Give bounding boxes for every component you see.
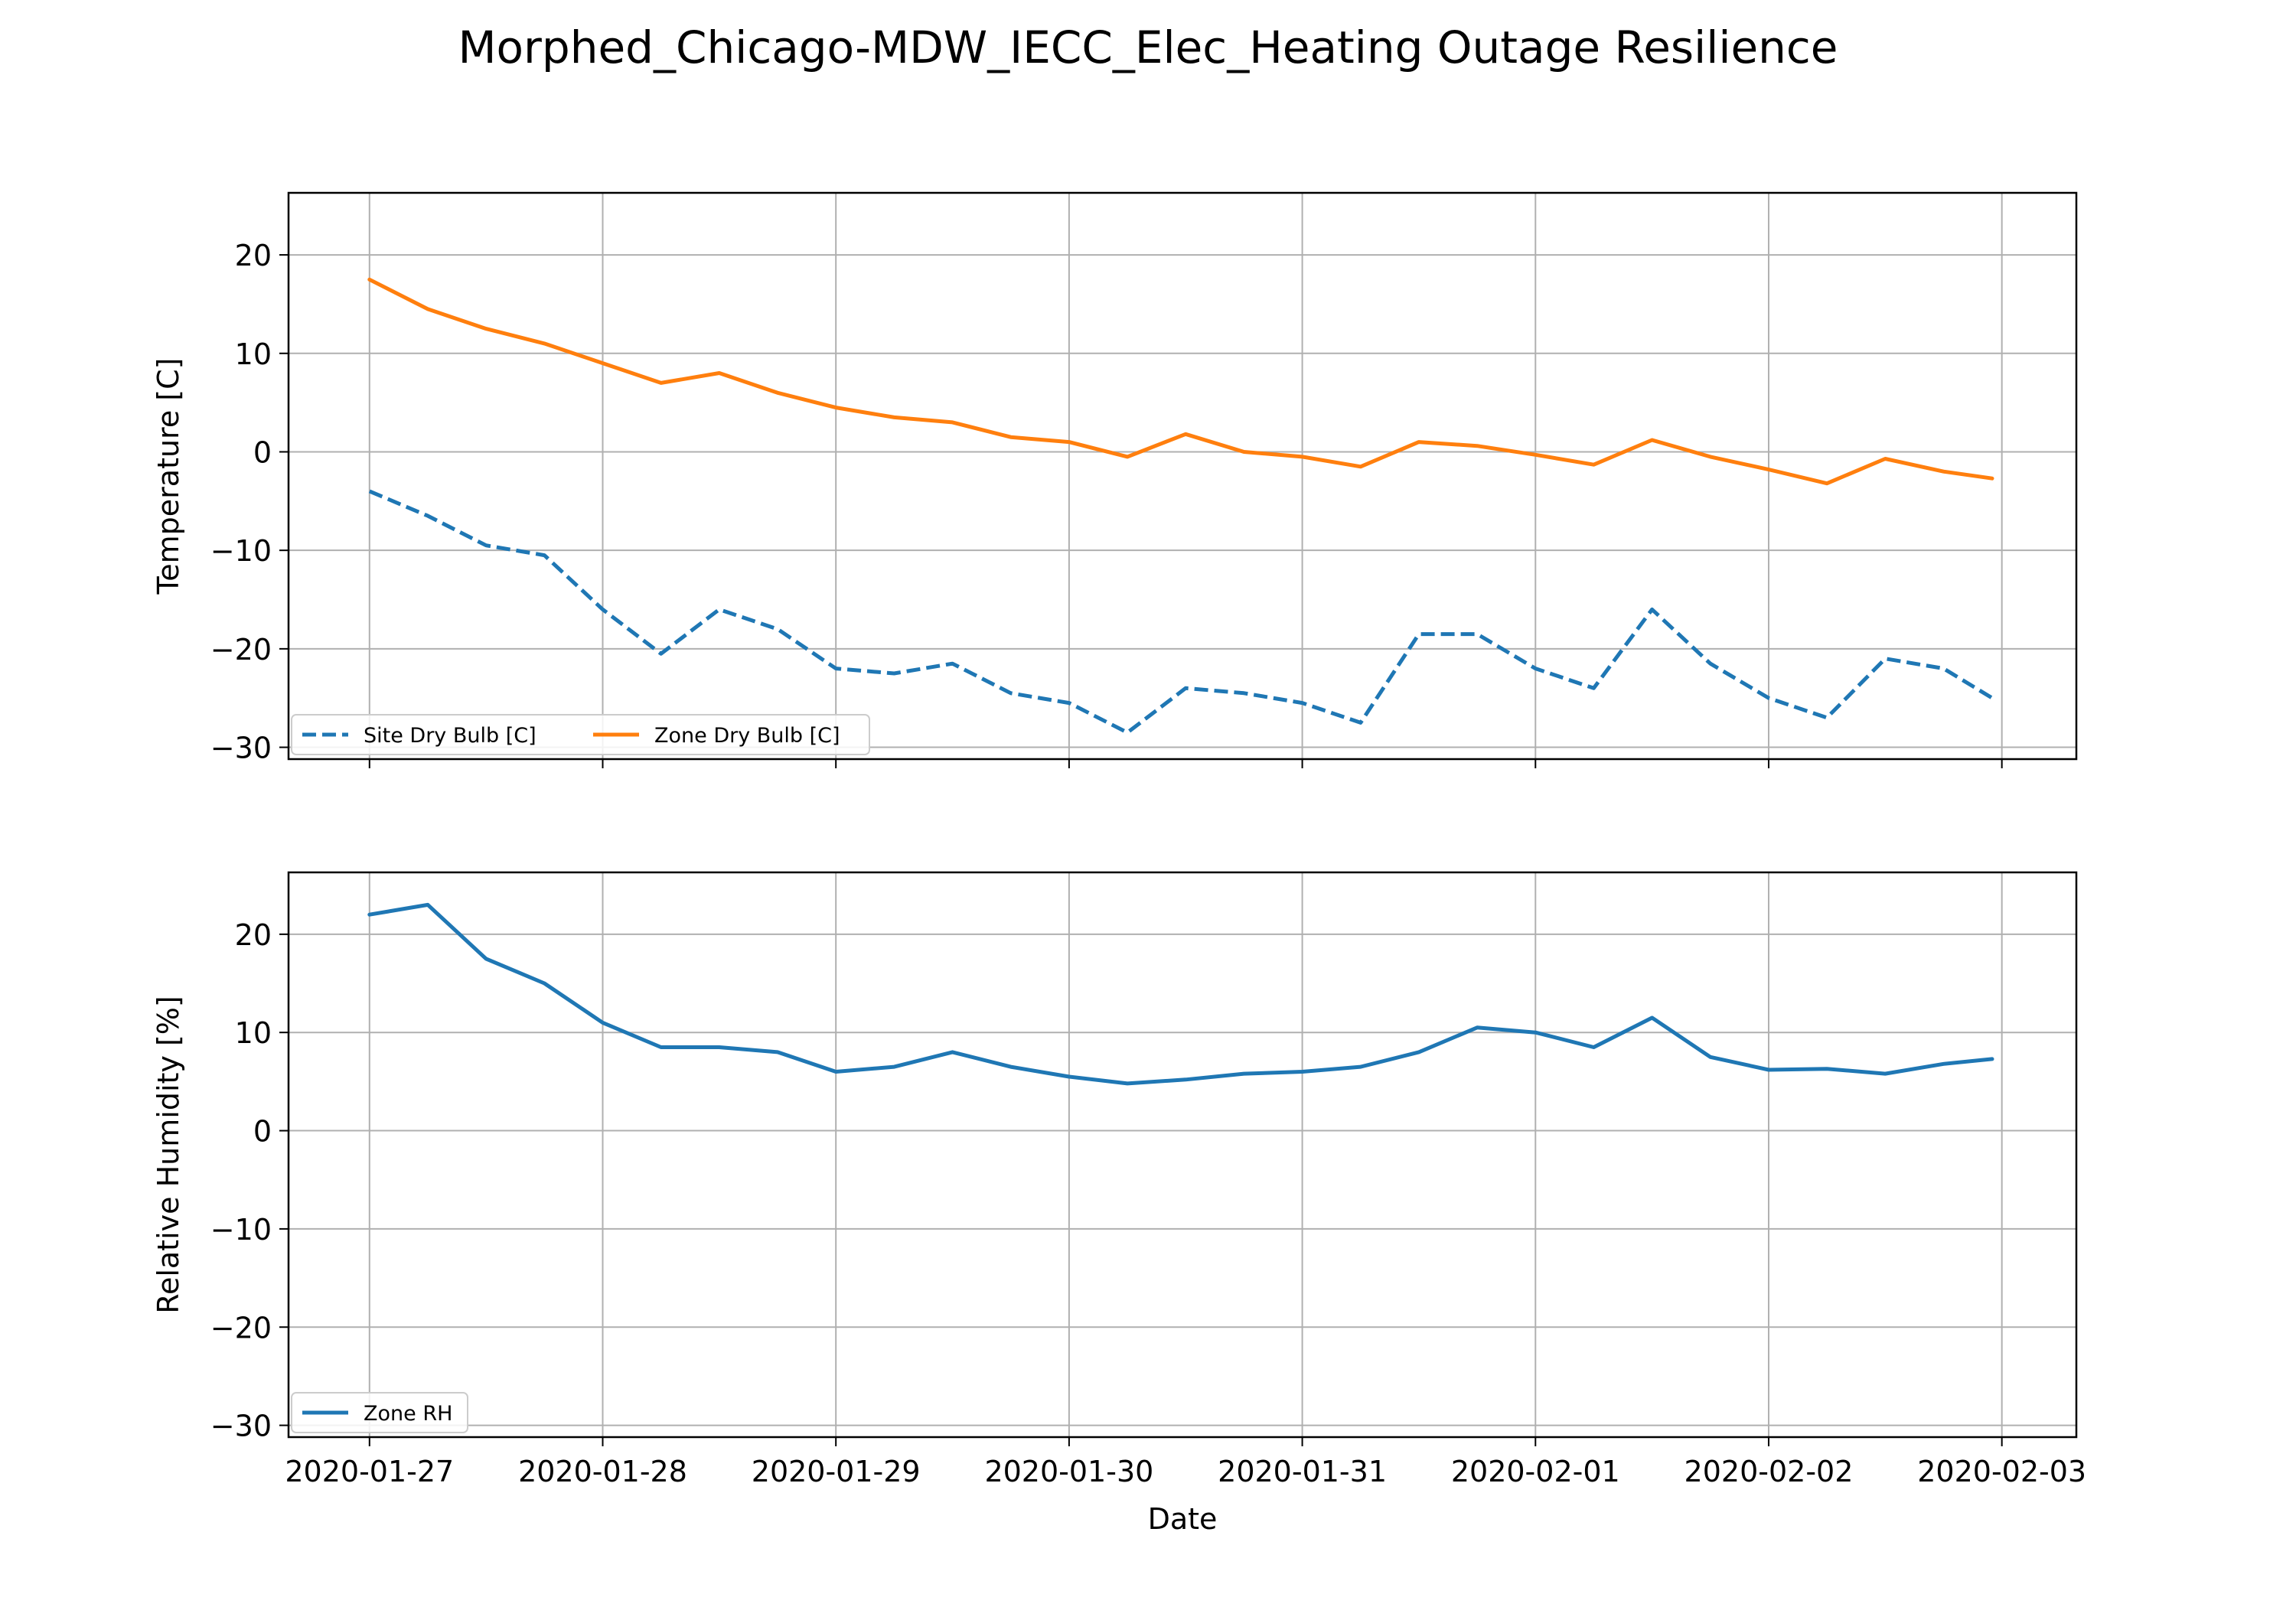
y-tick-label: 10 bbox=[235, 337, 272, 371]
axes-frame bbox=[287, 191, 2078, 761]
figure-title: Morphed_Chicago-MDW_IECC_Elec_Heating Ou… bbox=[458, 21, 1838, 73]
legend-box bbox=[291, 1392, 468, 1433]
y-tick-label: −10 bbox=[210, 534, 272, 568]
x-axis-label: Date bbox=[1148, 1502, 1218, 1536]
legend-label: Site Dry Bulb [C] bbox=[364, 724, 536, 748]
legend-label: Zone Dry Bulb [C] bbox=[654, 724, 840, 748]
legend: Site Dry Bulb [C] Zone Dry Bulb [C] bbox=[291, 714, 870, 755]
temperature-plot: 20 10 0 −10 −20 −30 Temperature [C] Site Dry Bu… bbox=[152, 191, 2078, 768]
y-tick-label: −30 bbox=[210, 1410, 272, 1443]
x-tick-label: 2020-01-27 bbox=[285, 1455, 454, 1488]
series-line-zone-dry-bulb-c bbox=[367, 277, 1994, 486]
series-line-site-dry-bulb-c bbox=[368, 489, 1994, 735]
x-tick-label: 2020-01-28 bbox=[518, 1455, 687, 1488]
y-tick-label: −10 bbox=[210, 1213, 272, 1247]
x-tick-label: 2020-02-02 bbox=[1684, 1455, 1854, 1488]
y-axis-label: Temperature [C] bbox=[152, 358, 185, 595]
y-tick-label: −20 bbox=[210, 633, 272, 667]
y-tick-label: 20 bbox=[235, 918, 272, 952]
y-tick-label: 10 bbox=[235, 1016, 272, 1050]
humidity-plot: 20 10 0 −10 −20 −30 2020-01-27 2020-01-28 2020-0… bbox=[152, 871, 2086, 1536]
x-tick-label: 2020-01-30 bbox=[984, 1455, 1153, 1488]
axes-frame bbox=[287, 871, 2078, 1439]
x-tick-label: 2020-02-03 bbox=[1917, 1455, 2086, 1488]
legend: Zone RH bbox=[291, 1392, 468, 1433]
y-tick-label: 0 bbox=[253, 1115, 272, 1149]
y-tick-label: 20 bbox=[235, 239, 272, 272]
legend-box bbox=[291, 714, 870, 755]
x-tick-label: 2020-01-31 bbox=[1218, 1455, 1387, 1488]
series-line-zone-rh bbox=[367, 902, 1994, 1086]
x-tick-label: 2020-02-01 bbox=[1451, 1455, 1620, 1488]
y-tick-label: −30 bbox=[210, 732, 272, 765]
y-tick-label: 0 bbox=[253, 435, 272, 469]
x-tick-label: 2020-01-29 bbox=[752, 1455, 921, 1488]
grid bbox=[289, 872, 2076, 1437]
y-tick-label: −20 bbox=[210, 1311, 272, 1345]
y-axis-label: Relative Humidity [%] bbox=[152, 996, 185, 1313]
legend-label: Zone RH bbox=[364, 1402, 452, 1426]
